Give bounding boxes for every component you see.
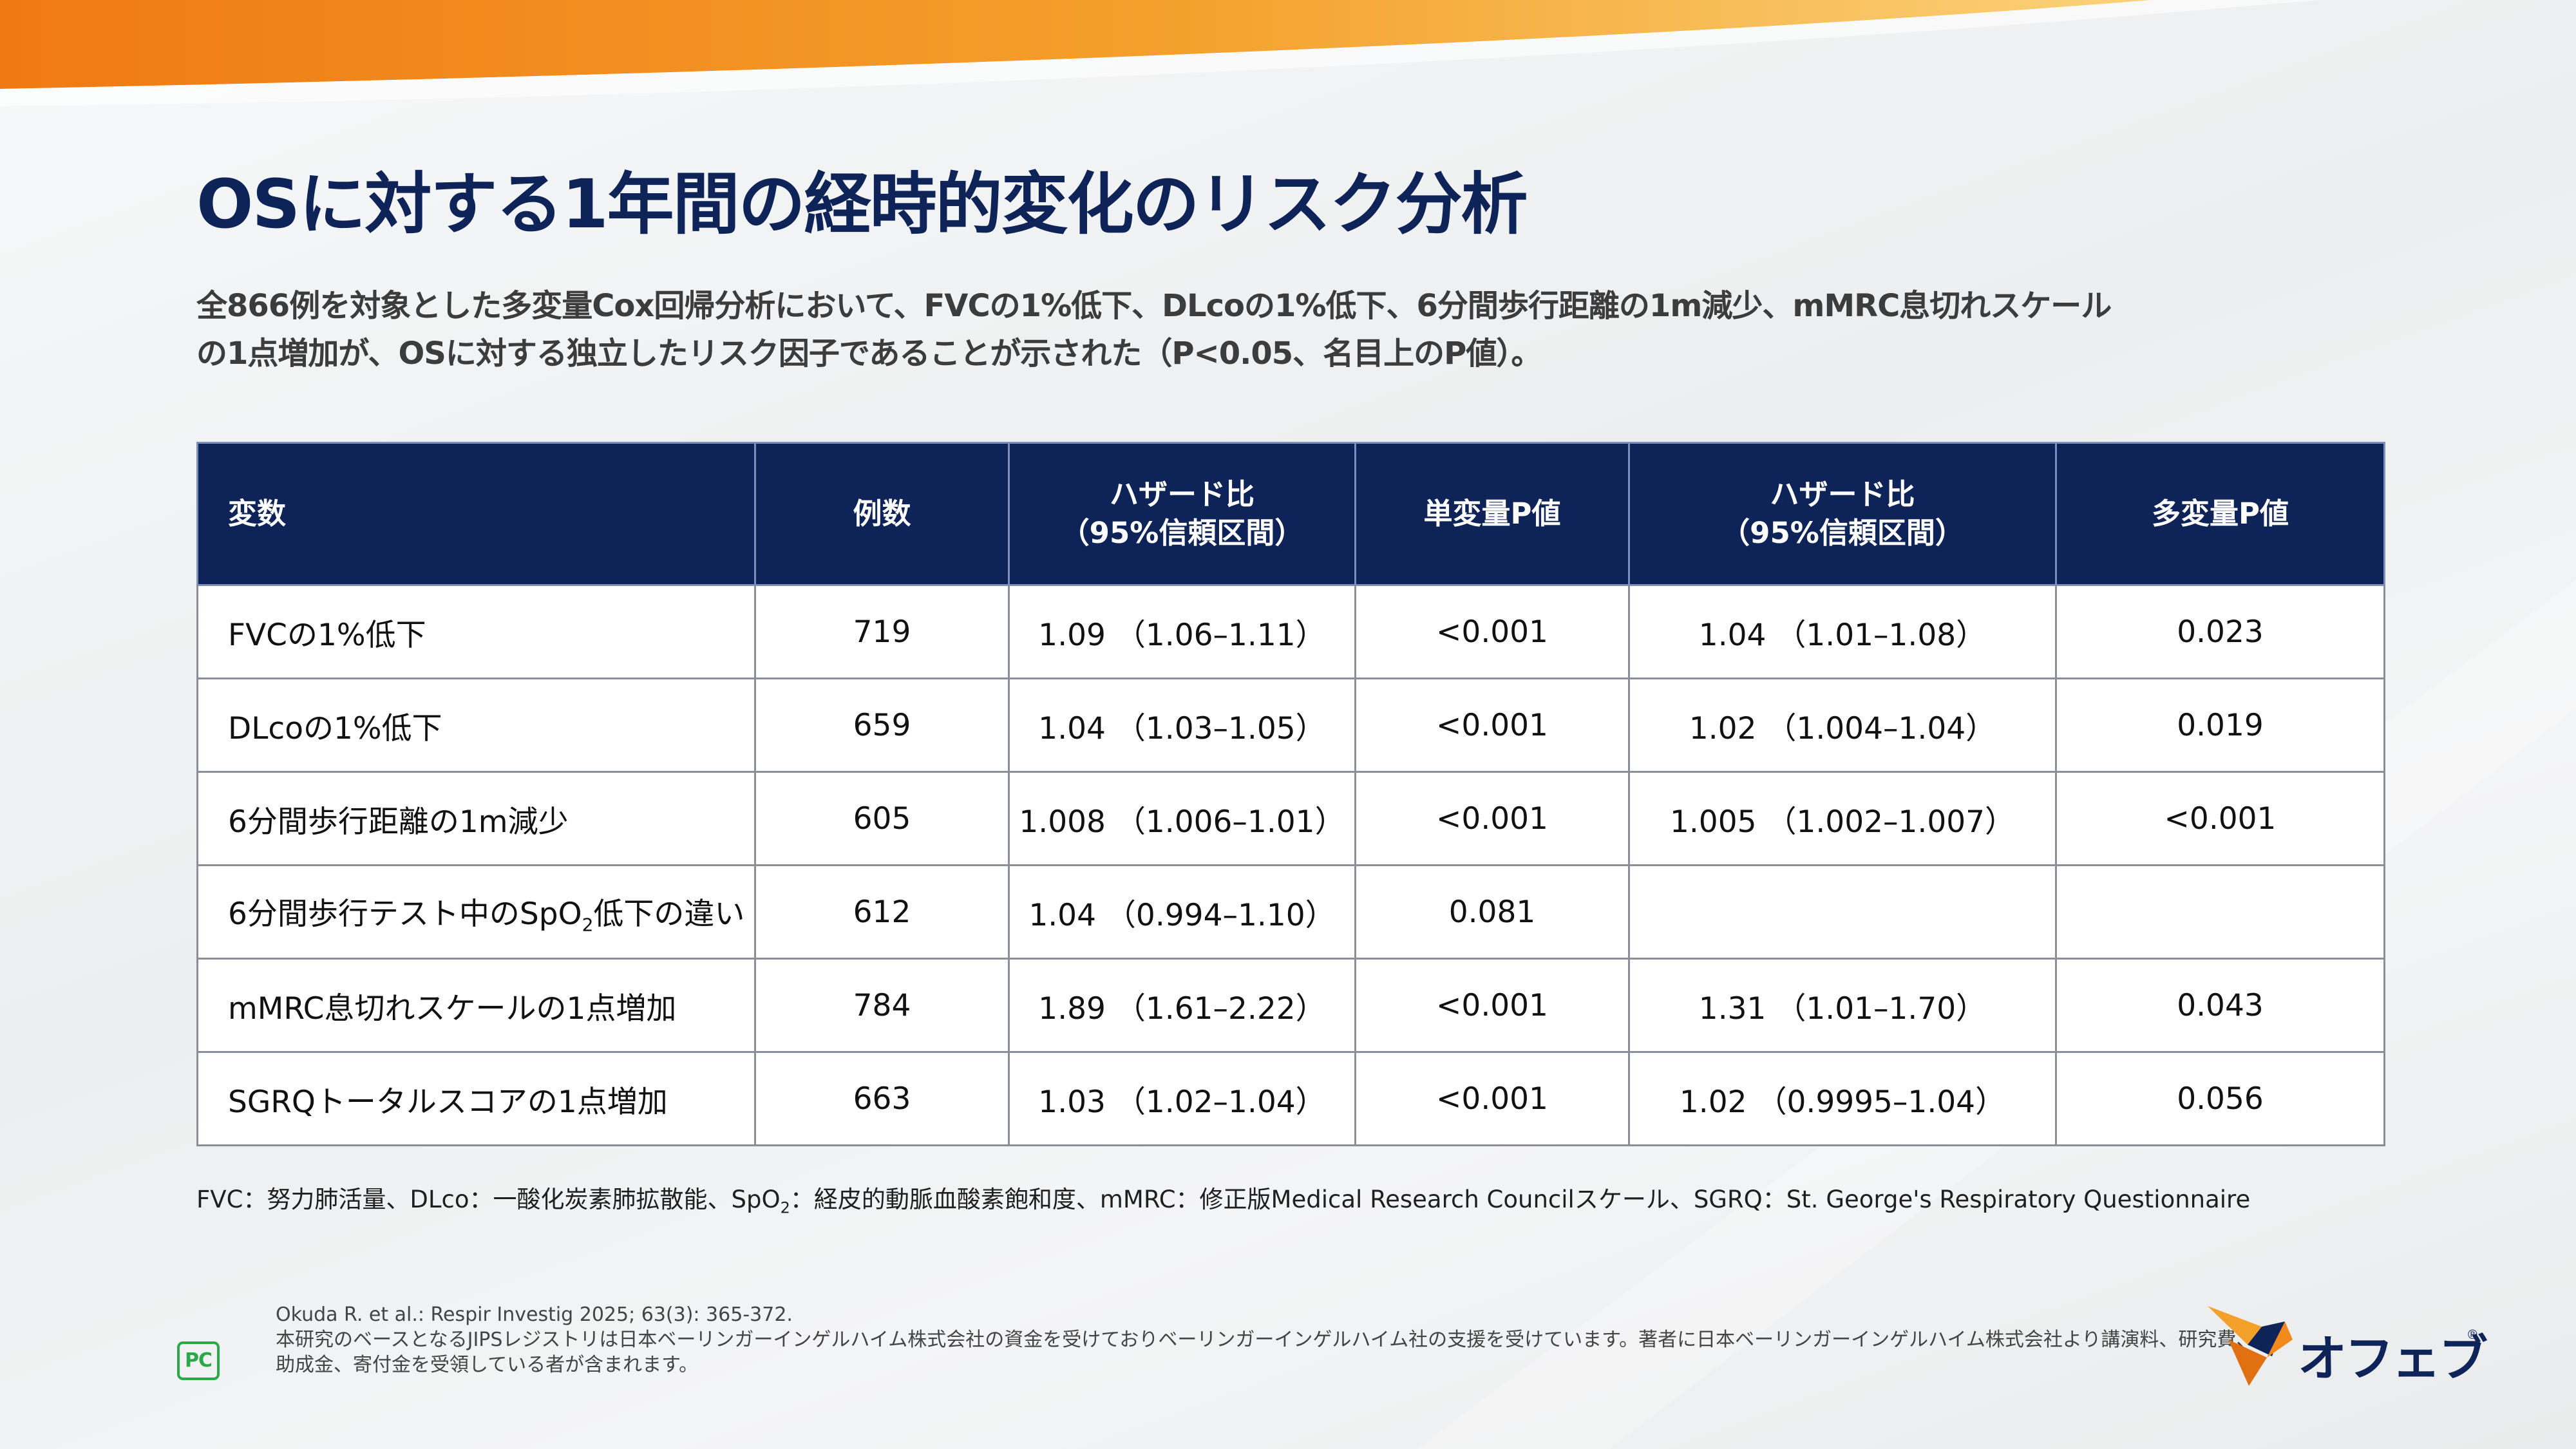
reference-disclosure-line1: 本研究のベースとなるJIPSレジストリは日本ベーリンガーインゲルハイム株式会社の…	[276, 1329, 2256, 1351]
cell-p-multivariate: 0.043	[2055, 958, 2385, 1053]
brand-logo: オフェブ ®	[2202, 1294, 2488, 1391]
cell-hr-multivariate: 1.02 （1.004–1.04）	[1628, 677, 2057, 773]
table-row: 6分間歩行テスト中のSpO2低下の違い 612 1.04 （0.994–1.10…	[196, 864, 2385, 960]
reference-disclosure-line2: 助成金、寄付金を受領している者が含まれます。	[276, 1354, 699, 1376]
pc-logo-icon: PC	[177, 1341, 220, 1380]
lead-line-1: 全866例を対象とした多変量Cox回帰分析において、FVCの1%低下、DLcoの…	[196, 288, 2112, 324]
footnote-text-suffix: ：経皮的動脈血酸素飽和度、mMRC：修正版Medical Research Co…	[790, 1186, 2251, 1213]
cell-variable: mMRC息切れスケールの1点増加	[196, 958, 756, 1053]
cell-p-univariate: <0.001	[1354, 958, 1630, 1053]
cell-variable: FVCの1%低下	[196, 584, 756, 679]
reference-citation: Okuda R. et al.: Respir Investig 2025; 6…	[276, 1303, 793, 1326]
cell-p-univariate: <0.001	[1354, 1051, 1630, 1146]
cell-hr-multivariate: 1.02 （0.9995–1.04）	[1628, 1051, 2057, 1146]
header-hr-univariate-line1: ハザード比	[1109, 477, 1255, 511]
cell-n: 612	[754, 864, 1010, 960]
cell-p-univariate: <0.001	[1354, 584, 1630, 679]
cell-p-multivariate	[2055, 864, 2385, 960]
cell-p-multivariate: <0.001	[2055, 771, 2385, 866]
cell-variable: DLcoの1%低下	[196, 677, 756, 773]
cell-variable-subscript: 2	[582, 914, 594, 936]
footnote-subscript: 2	[780, 1198, 790, 1217]
cell-p-univariate: 0.081	[1354, 864, 1630, 960]
cell-p-multivariate: 0.023	[2055, 584, 2385, 679]
cell-n: 663	[754, 1051, 1010, 1146]
cell-hr-univariate: 1.008 （1.006–1.01）	[1008, 771, 1356, 866]
header-variable: 変数	[196, 442, 756, 586]
header-hr-univariate: ハザード比 （95%信頼区間）	[1008, 442, 1356, 586]
brand-name: オフェブ	[2298, 1330, 2488, 1387]
cell-variable-text-suffix: 低下の違い	[593, 896, 745, 932]
cell-n: 659	[754, 677, 1010, 773]
cell-hr-univariate: 1.04 （1.03–1.05）	[1008, 677, 1356, 773]
cell-n: 784	[754, 958, 1010, 1053]
header-hr-univariate-line2: （95%信頼区間）	[1060, 516, 1304, 550]
header-n: 例数	[754, 442, 1010, 586]
abbreviation-footnote: FVC：努力肺活量、DLco：一酸化炭素肺拡散能、SpO2：経皮的動脈血酸素飽和…	[196, 1180, 2250, 1217]
table-row: DLcoの1%低下 659 1.04 （1.03–1.05） <0.001 1.…	[196, 677, 2385, 773]
references: Okuda R. et al.: Respir Investig 2025; 6…	[276, 1302, 2255, 1378]
table-row: 6分間歩行距離の1m減少 605 1.008 （1.006–1.01） <0.0…	[196, 771, 2385, 866]
slide-title: OSに対する1年間の経時的変化のリスク分析	[196, 165, 1528, 243]
cell-hr-univariate: 1.03 （1.02–1.04）	[1008, 1051, 1356, 1146]
brand-bird-icon	[2208, 1306, 2293, 1386]
cell-p-univariate: <0.001	[1354, 677, 1630, 773]
cell-hr-multivariate: 1.005 （1.002–1.007）	[1628, 771, 2057, 866]
cell-hr-univariate: 1.04 （0.994–1.10）	[1008, 864, 1356, 960]
header-hr-multivariate: ハザード比 （95%信頼区間）	[1628, 442, 2057, 586]
cell-variable: SGRQトータルスコアの1点増加	[196, 1051, 756, 1146]
table-row: FVCの1%低下 719 1.09 （1.06–1.11） <0.001 1.0…	[196, 584, 2385, 679]
table-row: SGRQトータルスコアの1点増加 663 1.03 （1.02–1.04） <0…	[196, 1051, 2385, 1146]
cell-n: 719	[754, 584, 1010, 679]
header-p-multivariate: 多変量P値	[2055, 442, 2385, 586]
cell-variable-text: 6分間歩行テスト中のSpO	[228, 896, 582, 932]
risk-analysis-table: 変数 例数 ハザード比 （95%信頼区間） 単変量P値 ハザード比 （95%信頼…	[196, 442, 2385, 1146]
cell-hr-multivariate: 1.31 （1.01–1.70）	[1628, 958, 2057, 1053]
lead-line-2: の1点増加が、OSに対する独立したリスク因子であることが示された（P<0.05、…	[196, 336, 1542, 372]
table-header-row: 変数 例数 ハザード比 （95%信頼区間） 単変量P値 ハザード比 （95%信頼…	[196, 442, 2385, 586]
cell-p-multivariate: 0.056	[2055, 1051, 2385, 1146]
header-hr-multivariate-line1: ハザード比	[1770, 477, 1915, 511]
cell-hr-univariate: 1.09 （1.06–1.11）	[1008, 584, 1356, 679]
cell-p-univariate: <0.001	[1354, 771, 1630, 866]
cell-variable: 6分間歩行テスト中のSpO2低下の違い	[196, 864, 756, 960]
footnote-text: FVC：努力肺活量、DLco：一酸化炭素肺拡散能、SpO	[196, 1186, 781, 1213]
cell-hr-univariate: 1.89 （1.61–2.22）	[1008, 958, 1356, 1053]
brand-registered-mark: ®	[2468, 1328, 2477, 1342]
table-row: mMRC息切れスケールの1点増加 784 1.89 （1.61–2.22） <0…	[196, 958, 2385, 1053]
header-hr-multivariate-line2: （95%信頼区間）	[1721, 516, 1964, 550]
cell-variable: 6分間歩行距離の1m減少	[196, 771, 756, 866]
lead-paragraph: 全866例を対象とした多変量Cox回帰分析において、FVCの1%低下、DLcoの…	[196, 282, 2399, 377]
cell-n: 605	[754, 771, 1010, 866]
cell-hr-multivariate	[1628, 864, 2057, 960]
header-p-univariate: 単変量P値	[1354, 442, 1630, 586]
cell-p-multivariate: 0.019	[2055, 677, 2385, 773]
cell-hr-multivariate: 1.04 （1.01–1.08）	[1628, 584, 2057, 679]
